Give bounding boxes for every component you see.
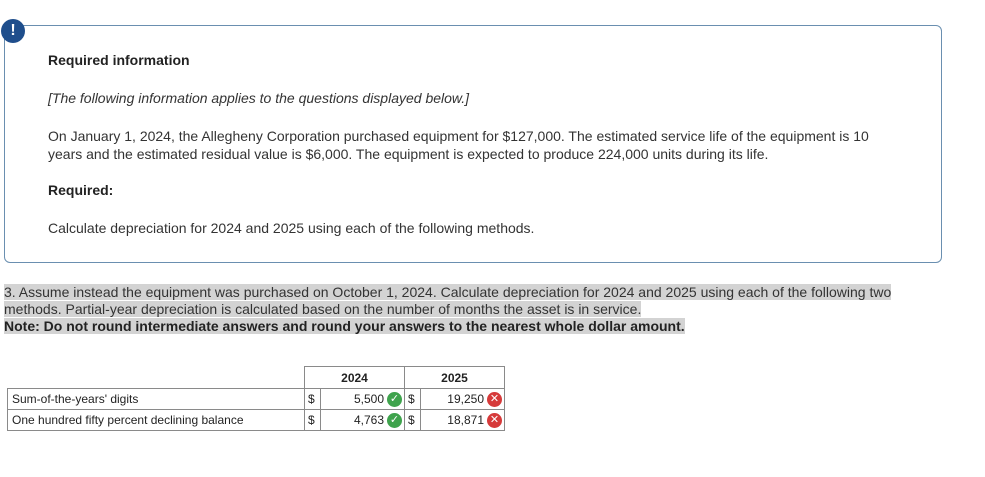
x-circle-icon: ✕ bbox=[487, 391, 502, 407]
answer-table: 2024 2025 Sum-of-the-years' digits $ 5,5… bbox=[7, 366, 505, 431]
info-italic-note: [The following information applies to th… bbox=[48, 90, 470, 106]
currency-symbol: $ bbox=[304, 388, 321, 410]
table-header-blank bbox=[7, 366, 305, 389]
answer-input-syd-2025[interactable]: 19,250 ✕ bbox=[420, 388, 505, 410]
required-label: Required: bbox=[48, 182, 114, 198]
check-circle-icon: ✓ bbox=[387, 391, 402, 407]
answer-input-syd-2024[interactable]: 5,500 ✓ bbox=[320, 388, 405, 410]
table-header-2025: 2025 bbox=[404, 366, 505, 389]
x-circle-icon: ✕ bbox=[487, 412, 502, 428]
alert-icon: ! bbox=[1, 19, 25, 43]
info-title: Required information bbox=[48, 52, 190, 68]
table-row: One hundred fifty percent declining bala… bbox=[7, 409, 505, 431]
table-header-2024: 2024 bbox=[304, 366, 405, 389]
currency-symbol: $ bbox=[304, 409, 321, 431]
currency-symbol: $ bbox=[404, 388, 421, 410]
answer-value: 18,871 bbox=[447, 413, 484, 427]
answer-value: 19,250 bbox=[447, 392, 484, 406]
check-circle-icon: ✓ bbox=[387, 412, 402, 428]
question-note: Note: Do not round intermediate answers … bbox=[4, 318, 685, 334]
row-label-150db: One hundred fifty percent declining bala… bbox=[7, 409, 305, 431]
question-text: 3. Assume instead the equipment was purc… bbox=[4, 284, 892, 317]
table-row: Sum-of-the-years' digits $ 5,500 ✓ $ 19,2… bbox=[7, 388, 505, 410]
answer-input-150db-2025[interactable]: 18,871 ✕ bbox=[420, 409, 505, 431]
question-block: 3. Assume instead the equipment was purc… bbox=[4, 284, 924, 335]
info-instruction: Calculate depreciation for 2024 and 2025… bbox=[48, 220, 535, 236]
table-header-row: 2024 2025 bbox=[7, 366, 505, 389]
row-label-syd: Sum-of-the-years' digits bbox=[7, 388, 305, 410]
currency-symbol: $ bbox=[404, 409, 421, 431]
info-body: On January 1, 2024, the Allegheny Corpor… bbox=[48, 128, 869, 162]
answer-value: 4,763 bbox=[353, 413, 384, 427]
answer-value: 5,500 bbox=[353, 392, 384, 406]
required-information-panel: Required information [The following info… bbox=[4, 25, 942, 263]
answer-input-150db-2024[interactable]: 4,763 ✓ bbox=[320, 409, 405, 431]
